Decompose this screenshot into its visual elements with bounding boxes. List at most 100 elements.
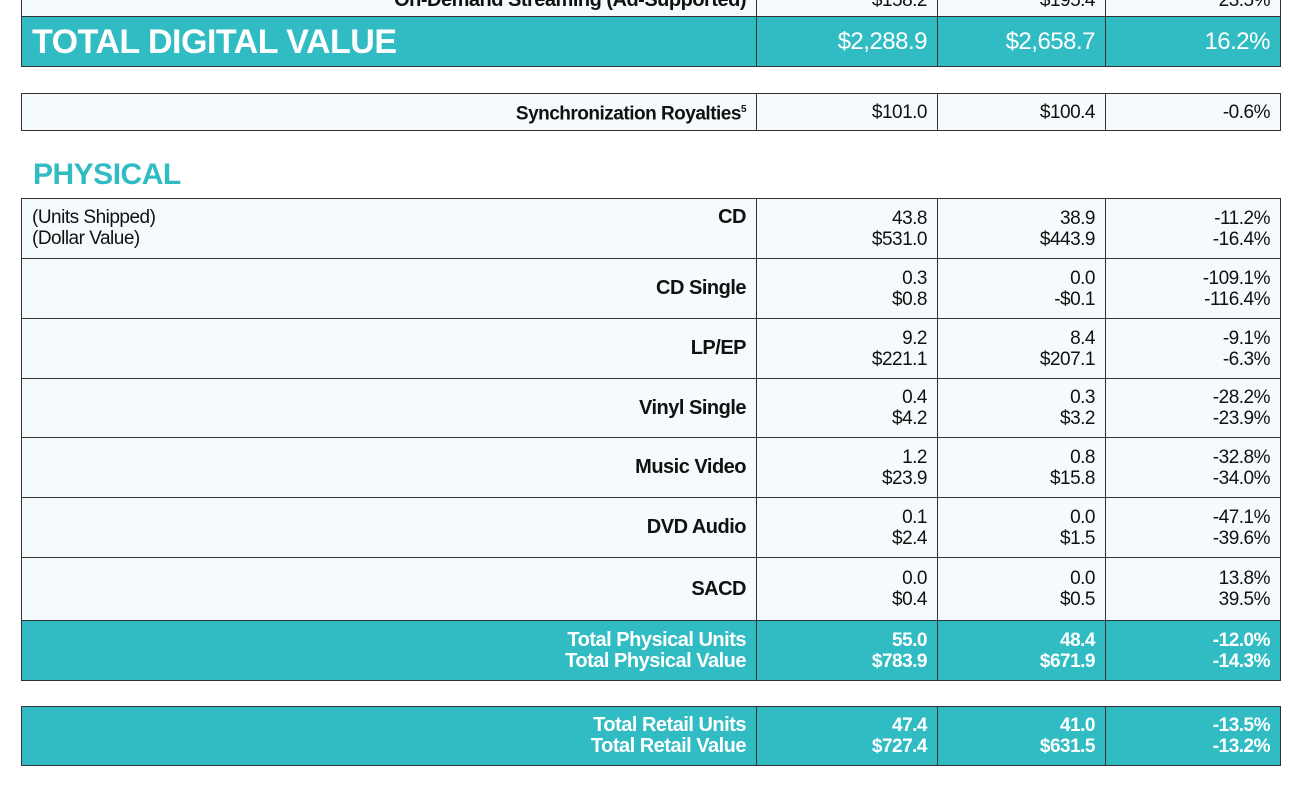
dollar-value: $783.9 xyxy=(871,650,928,672)
label-cell: Music Video xyxy=(21,437,757,498)
units: 9.2 xyxy=(902,327,927,349)
units: 0.1 xyxy=(902,506,927,528)
units: 0.0 xyxy=(1070,267,1095,289)
legend-line: (Units Shipped) xyxy=(32,207,156,228)
value-cell: $2,288.9 xyxy=(756,16,938,67)
value-cell: 16.2% xyxy=(1105,16,1281,67)
value-cell: 0.3 $3.2 xyxy=(937,378,1106,438)
dollar-value: -13.2% xyxy=(1212,736,1271,757)
value-cell: 1.2 $23.9 xyxy=(756,437,938,498)
units: 48.4 xyxy=(1060,629,1095,651)
dollar-value: $4.2 xyxy=(892,408,927,429)
value-cell: -12.0% -14.3% xyxy=(1105,620,1281,681)
row-label: Music Video xyxy=(635,456,746,478)
dollar-value: $727.4 xyxy=(871,736,928,757)
units: -9.1% xyxy=(1222,327,1271,349)
units: 0.0 xyxy=(902,568,927,589)
dollar-value: -6.3% xyxy=(1222,348,1271,370)
row-label: CD Single xyxy=(656,277,746,299)
legend: (Units Shipped) (Dollar Value) xyxy=(32,207,156,249)
units: -12.0% xyxy=(1212,629,1271,651)
dollar-value: $0.5 xyxy=(1060,589,1095,610)
value-cell: 41.0 $631.5 xyxy=(937,706,1106,766)
dollar-value: -23.9% xyxy=(1212,408,1271,429)
value-cell: -13.5% -13.2% xyxy=(1105,706,1281,766)
units: 0.0 xyxy=(1070,568,1095,589)
label-cell: Vinyl Single xyxy=(21,378,757,438)
units: 0.3 xyxy=(1070,387,1095,408)
row-label: Total Retail Units xyxy=(593,714,746,736)
label-cell: (Units Shipped) (Dollar Value) CD xyxy=(21,198,757,259)
dollar-value: $631.5 xyxy=(1039,736,1096,757)
row-label: Total Physical Units xyxy=(567,628,746,651)
value-cell: $2,658.7 xyxy=(937,16,1106,67)
value-cell: 0.0 -$0.1 xyxy=(937,258,1106,319)
value: 23.5% xyxy=(1218,0,1271,11)
units: 0.3 xyxy=(902,267,927,289)
units: 38.9 xyxy=(1060,207,1095,229)
units: 55.0 xyxy=(892,629,927,651)
row-label: TOTAL DIGITAL VALUE xyxy=(32,22,397,61)
units: -13.5% xyxy=(1212,715,1271,736)
row-label: Total Retail Value xyxy=(590,735,747,757)
value-cell: 48.4 $671.9 xyxy=(937,620,1106,681)
dollar-value: $15.8 xyxy=(1049,467,1096,489)
value-cell: -47.1% -39.6% xyxy=(1105,497,1281,558)
dollar-value: $671.9 xyxy=(1039,650,1096,672)
units: 47.4 xyxy=(892,715,927,736)
value-cell: $100.4 xyxy=(937,93,1106,131)
label-cell: Synchronization Royalties5 xyxy=(21,93,757,131)
value: $195.4 xyxy=(1039,0,1096,11)
value-cell: 0.0 $0.4 xyxy=(756,557,938,621)
value-cell: $195.4 xyxy=(937,0,1106,17)
dollar-value: $207.1 xyxy=(1039,348,1096,370)
value-cell: 38.9 $443.9 xyxy=(937,198,1106,259)
dollar-value: $3.2 xyxy=(1060,408,1095,429)
dollar-value: $531.0 xyxy=(871,228,928,250)
row-label: On-Demand Streaming (Ad-Supported) xyxy=(394,0,746,11)
dollar-value: $2.4 xyxy=(892,527,927,549)
value-cell: 0.3 $0.8 xyxy=(756,258,938,319)
units: 0.8 xyxy=(1070,446,1095,468)
value-cell: 47.4 $727.4 xyxy=(756,706,938,766)
value-cell: 0.8 $15.8 xyxy=(937,437,1106,498)
value-cell: -32.8% -34.0% xyxy=(1105,437,1281,498)
units: 0.4 xyxy=(902,387,927,408)
units: 0.0 xyxy=(1070,506,1095,528)
label-cell: Total Physical Units Total Physical Value xyxy=(21,620,757,681)
dollar-value: -116.4% xyxy=(1204,288,1270,310)
value-cell: -11.2% -16.4% xyxy=(1105,198,1281,259)
value-cell: 0.1 $2.4 xyxy=(756,497,938,558)
value: $101.0 xyxy=(871,101,928,123)
value: $2,658.7 xyxy=(1005,27,1096,55)
dollar-value: -34.0% xyxy=(1212,467,1271,489)
label-cell: Total Retail Units Total Retail Value xyxy=(21,706,757,766)
row-label: LP/EP xyxy=(690,337,747,359)
dollar-value: $1.5 xyxy=(1060,527,1095,549)
value-cell: 0.0 $1.5 xyxy=(937,497,1106,558)
value-cell: 9.2 $221.1 xyxy=(756,318,938,379)
value-cell: 0.0 $0.5 xyxy=(937,557,1106,621)
value: -0.6% xyxy=(1222,101,1271,123)
value-cell: 0.4 $4.2 xyxy=(756,378,938,438)
label-cell: DVD Audio xyxy=(21,497,757,558)
row-label: Total Physical Value xyxy=(565,649,746,672)
units: -109.1% xyxy=(1202,267,1271,289)
row-label: SACD xyxy=(691,577,746,600)
label-cell: CD Single xyxy=(21,258,757,319)
dollar-value: -$0.1 xyxy=(1054,288,1095,310)
row-label: Synchronization Royalties5 xyxy=(515,103,747,125)
value: $2,288.9 xyxy=(837,27,928,55)
value: $158.2 xyxy=(871,0,928,11)
row-label: CD xyxy=(718,206,746,228)
value-cell: $101.0 xyxy=(756,93,938,131)
value-cell: -9.1% -6.3% xyxy=(1105,318,1281,379)
value-cell: 43.8 $531.0 xyxy=(756,198,938,259)
units: -28.2% xyxy=(1212,387,1271,408)
label-cell: LP/EP xyxy=(21,318,757,379)
value-cell: -28.2% -23.9% xyxy=(1105,378,1281,438)
units: -47.1% xyxy=(1212,506,1271,528)
row-label: DVD Audio xyxy=(646,516,747,538)
dollar-value: -39.6% xyxy=(1212,527,1271,549)
